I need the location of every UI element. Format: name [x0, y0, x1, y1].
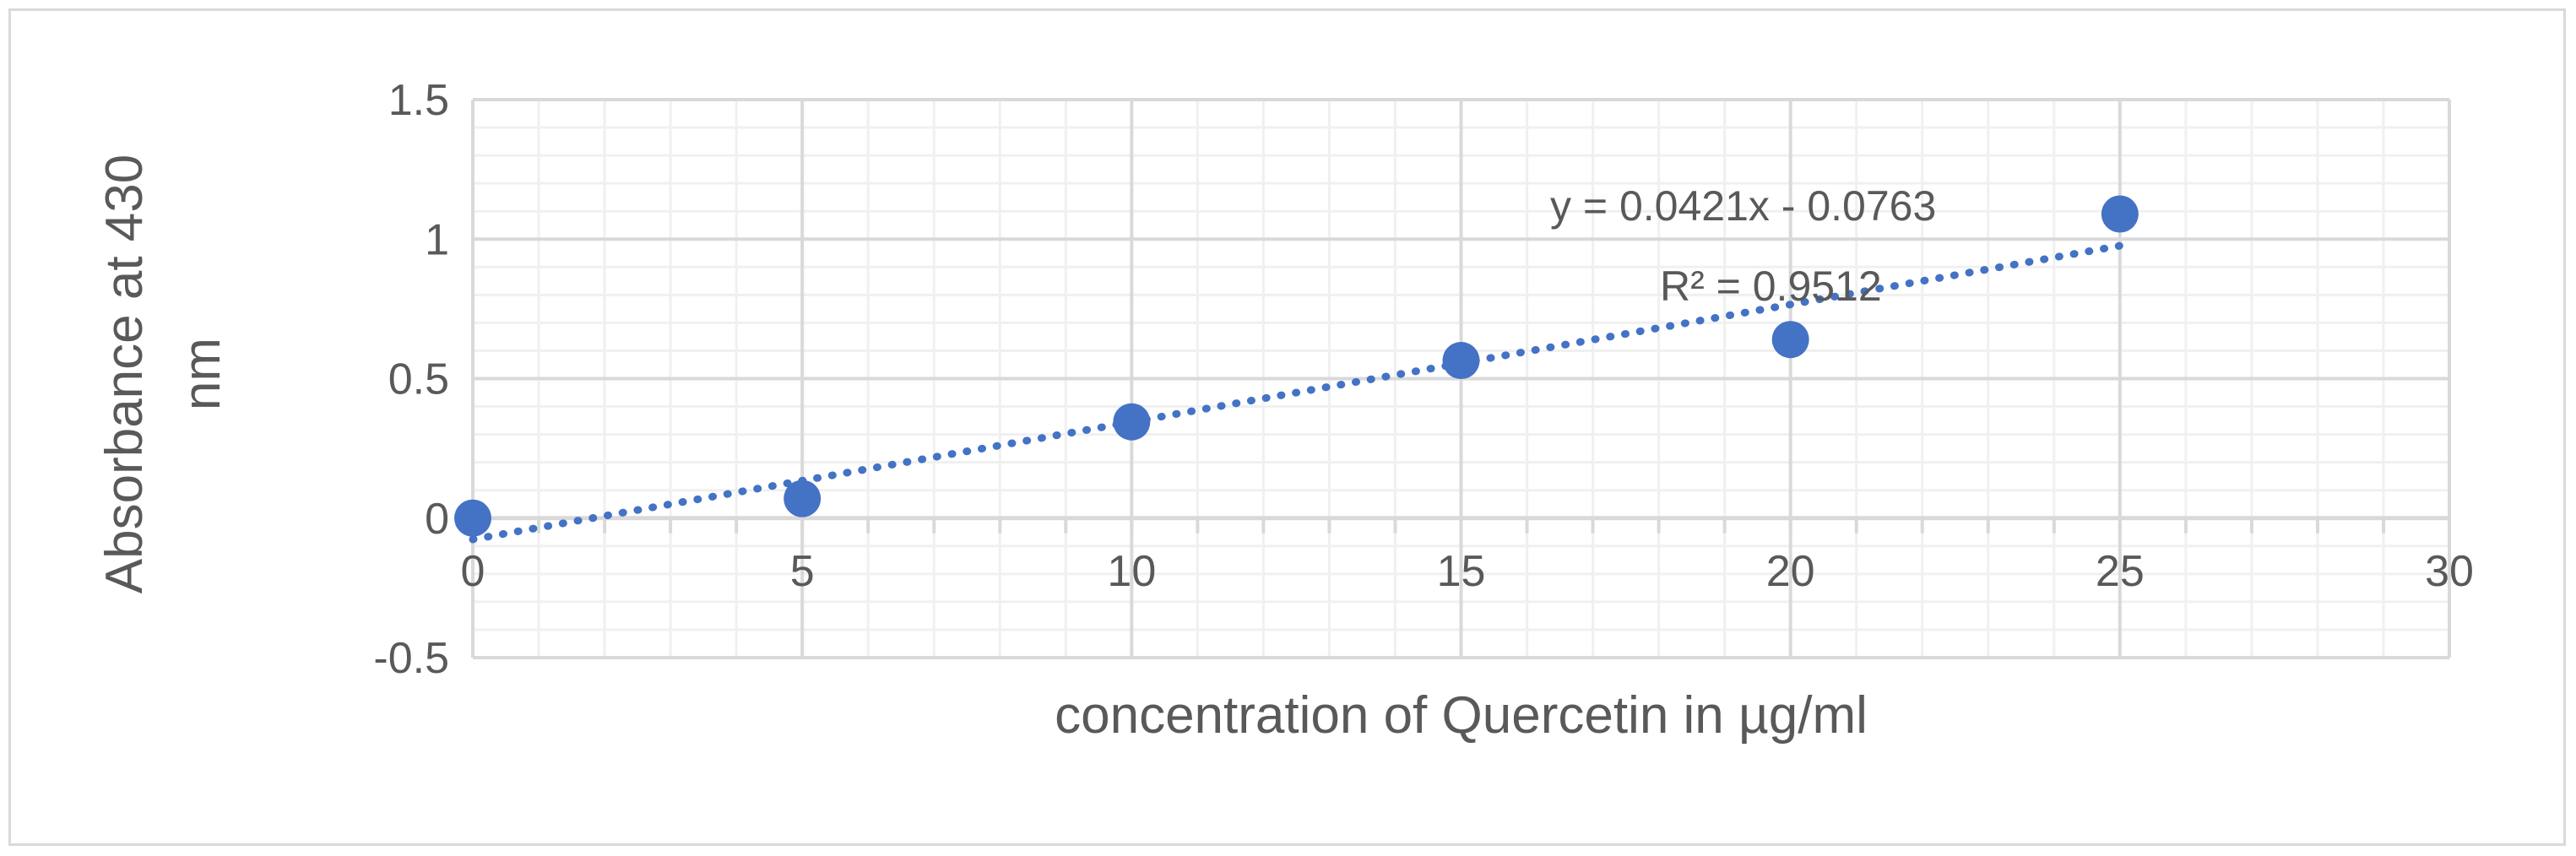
data-point — [454, 499, 491, 537]
scatter-chart: -0.500.511.50 5 10 15 20 25 30 y = 0.0421x - 0… — [95, 76, 2474, 745]
data-points — [454, 195, 2139, 537]
data-point — [1442, 342, 1480, 380]
trendline-equation: y = 0.0421x - 0.0763 — [1550, 182, 1936, 230]
chart-area: -0.5 0 0.5 1 1.5 0 5 10 15 20 25 30 y = 0.0421x - 0… — [8, 8, 2566, 846]
x-tick-label: 0 — [461, 547, 485, 596]
y-axis-title-line: Absorbance at 430 — [95, 154, 154, 594]
tick-labels: -0.500.511.50 5 10 15 20 25 30 — [373, 76, 2474, 683]
data-point — [784, 479, 822, 517]
x-tick-label: 20 — [1766, 547, 1815, 596]
y-tick-label: 0.5 — [388, 355, 449, 404]
x-tick-label: 15 — [1437, 547, 1486, 596]
x-tick-label: 25 — [2096, 547, 2145, 596]
r-squared-label: R² = 0.9512 — [1660, 263, 1882, 310]
x-tick-label: 5 — [790, 547, 815, 596]
axes — [471, 516, 2451, 534]
data-point — [2101, 195, 2139, 233]
y-tick-label: 0 — [425, 495, 449, 544]
x-axis-title: concentration of Quercetin in µg/ml — [1055, 686, 1868, 745]
trendline-annotations: y = 0.0421x - 0.0763 R² = 0.9512 — [1550, 182, 1936, 310]
y-tick-label: -0.5 — [373, 634, 449, 683]
y-axis-title-line: nm — [173, 338, 231, 410]
y-tick-label: 1.5 — [388, 76, 449, 125]
data-point — [1771, 321, 1809, 359]
y-axis-title: Absorbance at 430 nm — [95, 154, 231, 594]
y-tick-label: 1 — [425, 215, 449, 264]
x-tick-label: 30 — [2425, 547, 2474, 596]
x-tick-label: 10 — [1107, 547, 1156, 596]
axis-titles: concentration of Quercetin in µg/ml Absor… — [95, 154, 1868, 745]
data-point — [1113, 403, 1151, 441]
trendline-dotted — [469, 241, 2124, 544]
trendline — [469, 241, 2124, 544]
